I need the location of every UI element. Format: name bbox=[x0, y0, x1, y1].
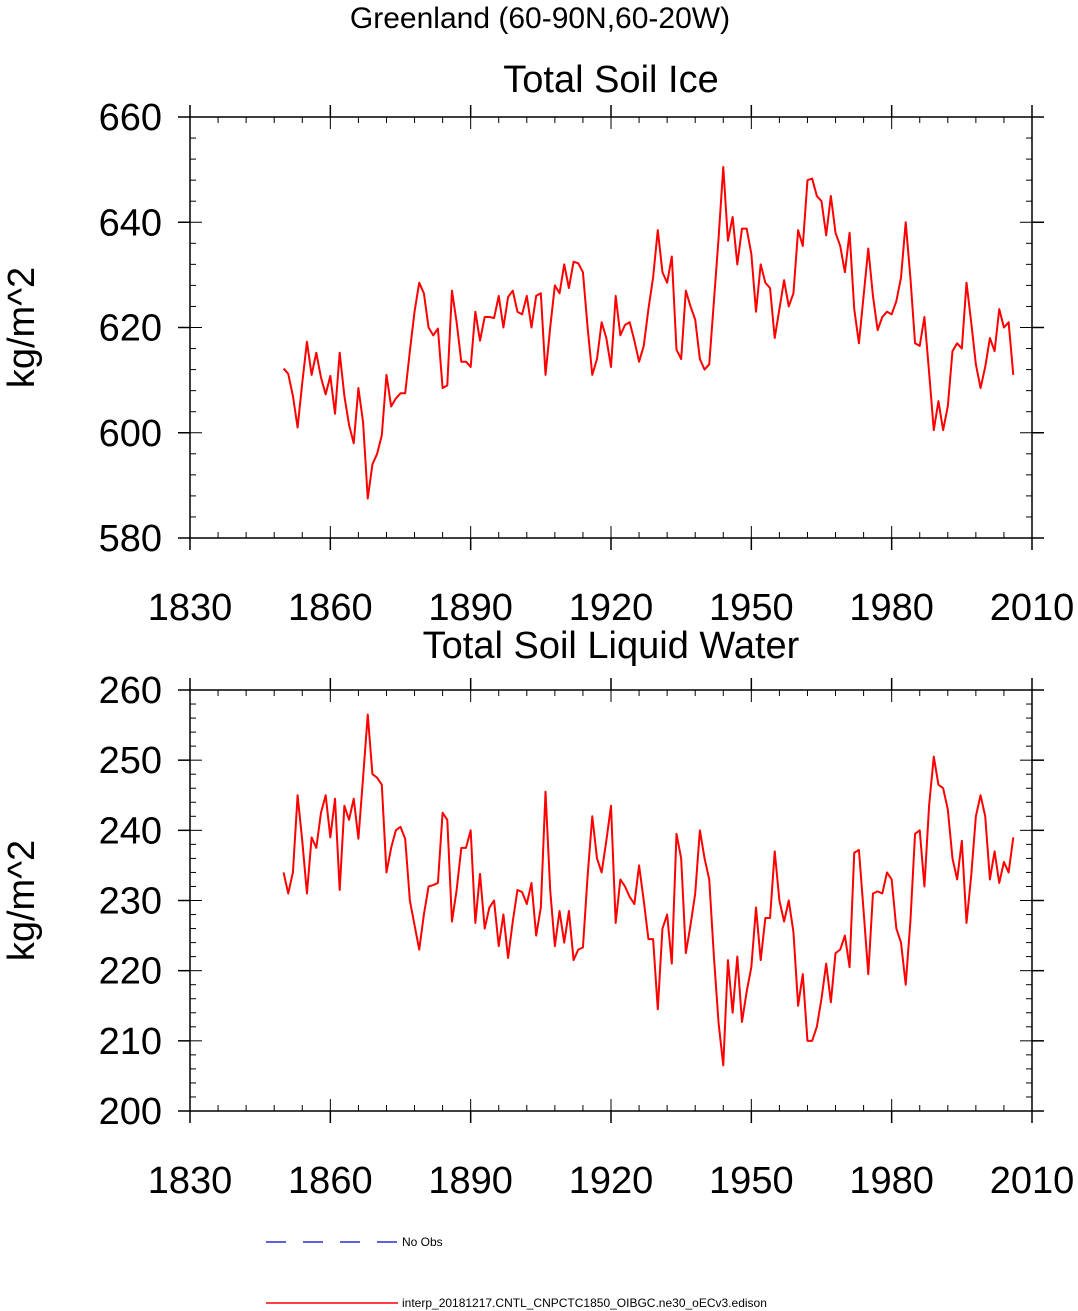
x-tick-label: 1890 bbox=[428, 587, 513, 629]
panel-total-soil-ice: Total Soil Ice 1830 1860 1890 1920 1950 1980 20… bbox=[1, 59, 1074, 629]
y-tick-label: 220 bbox=[99, 951, 162, 993]
series-line-interp-20181217-cntl-cnpctc1850-oibgc-ne bbox=[282, 713, 1015, 1067]
panel-total-soil-liquid-water: Total Soil Liquid Water 1830 1860 1890 1920 1… bbox=[1, 625, 1074, 1202]
panel-title: Total Soil Liquid Water bbox=[423, 625, 800, 667]
x-tick-label: 1890 bbox=[428, 1160, 513, 1202]
y-axis-label: kg/m^2 bbox=[1, 267, 43, 388]
y-tick-label: 230 bbox=[99, 881, 162, 923]
x-tick-label: 1920 bbox=[569, 587, 654, 629]
y-tick-label: 250 bbox=[99, 740, 162, 782]
legend-label-model: interp_20181217.CNTL_CNPCTC1850_OIBGC.ne… bbox=[402, 1296, 767, 1310]
series-line-interp-20181217-cntl-cnpctc1850-oibgc-ne bbox=[282, 165, 1015, 500]
x-tick-label: 1950 bbox=[709, 1160, 794, 1202]
page-title: Greenland (60-90N,60-20W) bbox=[350, 2, 730, 35]
y-axis-label: kg/m^2 bbox=[1, 840, 43, 961]
x-tick-label: 1980 bbox=[849, 587, 934, 629]
x-tick-label: 1830 bbox=[148, 587, 233, 629]
x-tick-label: 1860 bbox=[288, 1160, 373, 1202]
y-tick-label: 580 bbox=[99, 518, 162, 560]
y-tick-label: 260 bbox=[99, 670, 162, 712]
x-tick-label: 1950 bbox=[709, 587, 794, 629]
y-tick-label: 640 bbox=[99, 202, 162, 244]
legend-item-no-obs: No Obs bbox=[266, 1235, 443, 1249]
x-tick-label: 1860 bbox=[288, 587, 373, 629]
legend: No Obs interp_20181217.CNTL_CNPCTC1850_O… bbox=[266, 1235, 767, 1310]
y-tick-label: 620 bbox=[99, 308, 162, 350]
y-tick-label: 200 bbox=[99, 1091, 162, 1133]
legend-item-model: interp_20181217.CNTL_CNPCTC1850_OIBGC.ne… bbox=[266, 1296, 767, 1310]
y-tick-label: 600 bbox=[99, 413, 162, 455]
y-tick-label: 240 bbox=[99, 810, 162, 852]
plot-frame bbox=[189, 689, 1033, 1112]
x-tick-label: 1920 bbox=[569, 1160, 654, 1202]
plot-frame bbox=[189, 116, 1033, 539]
x-tick-label: 1980 bbox=[849, 1160, 934, 1202]
y-tick-label: 210 bbox=[99, 1021, 162, 1063]
x-tick-label: 2010 bbox=[990, 1160, 1075, 1202]
x-tick-label: 1830 bbox=[148, 1160, 233, 1202]
panel-title: Total Soil Ice bbox=[503, 59, 718, 101]
x-tick-label: 2010 bbox=[990, 587, 1075, 629]
y-tick-label: 660 bbox=[99, 97, 162, 139]
legend-label-no-obs: No Obs bbox=[402, 1235, 443, 1249]
